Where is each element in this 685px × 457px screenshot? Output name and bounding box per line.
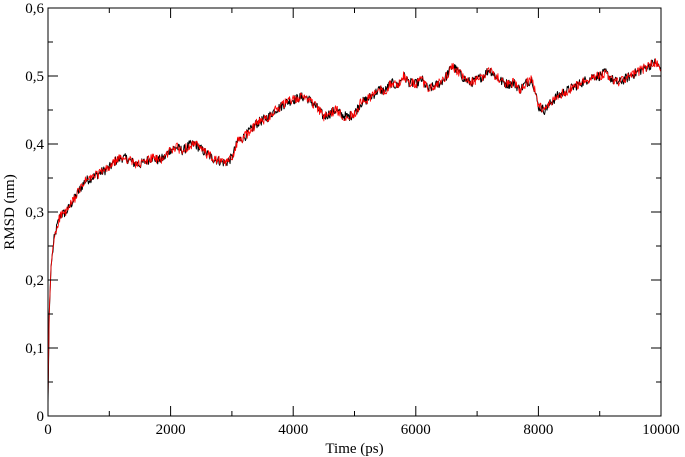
x-tick-label: 4000 bbox=[278, 422, 308, 438]
x-axis-ticks: 0 2000 4000 6000 8000 10000 bbox=[44, 8, 680, 438]
x-axis-label: Time (ps) bbox=[325, 441, 383, 457]
y-axis-label: RMSD (nm) bbox=[2, 174, 18, 249]
y-tick-label: 0,5 bbox=[25, 69, 44, 85]
y-tick-label: 0,4 bbox=[25, 137, 44, 153]
y-tick-label: 0,6 bbox=[25, 1, 44, 17]
y-axis-ticks: 0 0,1 0,2 0,3 0,4 0,5 0,6 bbox=[25, 1, 661, 425]
y-tick-label: 0,3 bbox=[25, 205, 44, 221]
x-tick-label: 10000 bbox=[642, 422, 680, 438]
series-layer bbox=[47, 58, 662, 403]
y-tick-label: 0,1 bbox=[25, 341, 44, 357]
y-tick-label: 0 bbox=[37, 409, 45, 425]
x-tick-label: 2000 bbox=[156, 422, 186, 438]
series-line-1 bbox=[47, 58, 662, 403]
x-tick-label: 6000 bbox=[401, 422, 431, 438]
x-tick-label: 8000 bbox=[523, 422, 553, 438]
x-tick-label: 0 bbox=[44, 422, 52, 438]
y-tick-label: 0,2 bbox=[25, 273, 44, 289]
